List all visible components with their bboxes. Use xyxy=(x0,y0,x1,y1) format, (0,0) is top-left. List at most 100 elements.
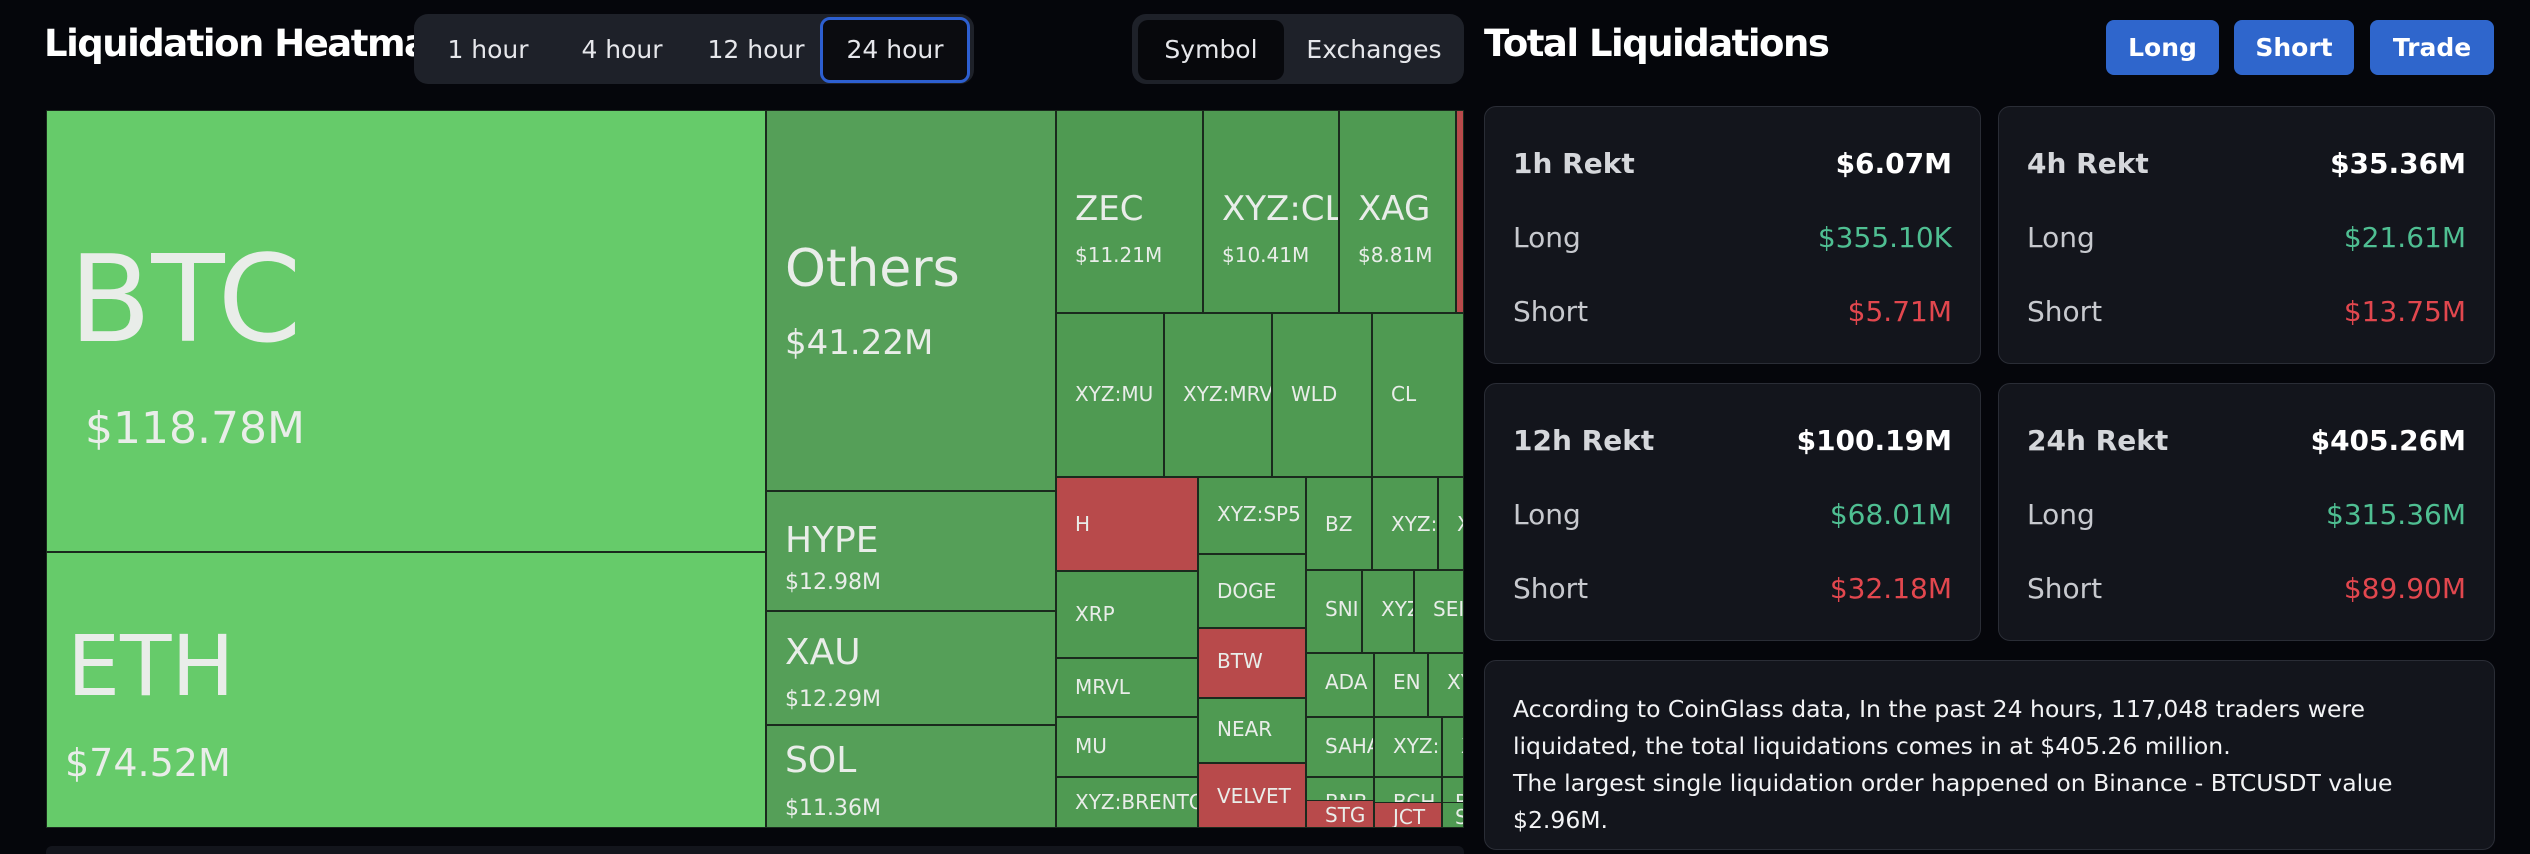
treemap-tile[interactable]: HYPE $12.98M xyxy=(766,491,1056,611)
liquidation-summary: According to CoinGlass data, In the past… xyxy=(1484,660,2495,850)
treemap-tile[interactable]: SEI xyxy=(1414,570,1464,653)
short-label: Short xyxy=(2027,572,2103,605)
tile-value: $41.22M xyxy=(785,323,934,363)
treemap-tile[interactable]: EN xyxy=(1374,653,1428,717)
treemap-tile[interactable]: XYZ: xyxy=(1374,717,1442,777)
tile-symbol: X xyxy=(1461,734,1463,758)
treemap-tile[interactable]: SOL $11.36M xyxy=(766,725,1056,828)
tile-symbol: STG xyxy=(1325,803,1366,827)
tile-symbol: MRVL xyxy=(1075,675,1130,699)
treemap-tile[interactable]: ZEC $11.21M xyxy=(1056,110,1203,313)
panel-edge xyxy=(46,846,1464,854)
rekt-card-24h: 24h Rekt $405.26M Long $315.36M Short $89.9… xyxy=(1998,383,2495,641)
treemap-tile[interactable]: WLD xyxy=(1272,313,1372,477)
rekt-card-1h: 1h Rekt $6.07M Long $355.10K Short $5.71M xyxy=(1484,106,1981,364)
treemap-tile[interactable]: ADA xyxy=(1306,653,1374,717)
tile-symbol: SAHA xyxy=(1325,734,1373,758)
card-title: 1h Rekt xyxy=(1513,147,1635,180)
short-value: $89.90M xyxy=(2343,572,2466,605)
treemap-tile[interactable]: XYZ:SP5 xyxy=(1198,477,1306,554)
treemap-tile[interactable]: XRP xyxy=(1056,571,1198,658)
tile-symbol: ZEC xyxy=(1075,189,1144,229)
treemap-tile[interactable]: BZ xyxy=(1306,477,1372,570)
treemap-tile[interactable]: DOGE xyxy=(1198,554,1306,628)
card-total: $100.19M xyxy=(1796,424,1952,457)
short-value: $5.71M xyxy=(1847,295,1952,328)
tab-24-hour[interactable]: 24 hour xyxy=(820,17,970,83)
short-label: Short xyxy=(1513,572,1589,605)
short-label: Short xyxy=(1513,295,1589,328)
tab-symbol[interactable]: Symbol xyxy=(1138,20,1284,80)
short-button[interactable]: Short xyxy=(2234,20,2354,75)
treemap-tile[interactable]: BTC $118.78M xyxy=(46,110,766,552)
tile-symbol: XY xyxy=(1447,670,1463,694)
treemap-tile[interactable]: XYZ: xyxy=(1372,477,1438,570)
tab-1-hour[interactable]: 1 hour xyxy=(447,35,529,64)
card-title: 12h Rekt xyxy=(1513,424,1655,457)
tile-symbol: SOL xyxy=(785,740,857,781)
tile-symbol: WLD xyxy=(1291,382,1338,406)
long-label: Long xyxy=(1513,498,1581,531)
treemap-tile[interactable]: MU xyxy=(1056,717,1198,777)
tile-symbol: NEAR xyxy=(1217,717,1273,741)
treemap-tile[interactable]: XYZ:BRENTO xyxy=(1056,777,1198,828)
tile-value: $74.52M xyxy=(65,741,231,785)
tab-4-hour[interactable]: 4 hour xyxy=(581,35,663,64)
tile-symbol: BZ xyxy=(1325,512,1353,536)
tile-value: $11.21M xyxy=(1075,243,1163,267)
treemap-tile[interactable]: Others $41.22M xyxy=(766,110,1056,491)
treemap-tile[interactable]: STG xyxy=(1306,800,1374,828)
tile-symbol: BTC xyxy=(69,231,302,370)
tile-symbol: SEI xyxy=(1433,597,1464,621)
treemap-tile[interactable]: XYZ:MRV xyxy=(1164,313,1272,477)
tab-12-hour[interactable]: 12 hour xyxy=(707,35,805,64)
treemap-tile[interactable]: MRVL xyxy=(1056,658,1198,717)
treemap-tile[interactable]: JCT xyxy=(1374,802,1442,828)
tile-symbol: XYZ: xyxy=(1391,512,1438,536)
trade-button[interactable]: Trade xyxy=(2370,20,2494,75)
treemap-tile[interactable]: ETH $74.52M xyxy=(46,552,766,828)
treemap-tile[interactable]: S xyxy=(1442,802,1464,828)
time-range-tabs: 1 hour 4 hour 12 hour 24 hour xyxy=(414,14,974,84)
long-button[interactable]: Long xyxy=(2106,20,2219,75)
long-label: Long xyxy=(2027,498,2095,531)
treemap-tile[interactable]: BTW xyxy=(1198,628,1306,698)
long-value: $68.01M xyxy=(1829,498,1952,531)
tile-symbol: JCT xyxy=(1393,805,1426,828)
treemap-tile[interactable] xyxy=(1456,110,1464,313)
treemap-tile[interactable]: NEAR xyxy=(1198,698,1306,763)
treemap-tile[interactable]: XY xyxy=(1428,653,1464,717)
long-value: $355.10K xyxy=(1817,221,1952,254)
tile-symbol: S xyxy=(1455,805,1463,827)
tile-symbol: DOGE xyxy=(1217,579,1277,603)
tile-symbol: XYZ:MU xyxy=(1075,382,1154,406)
treemap-tile[interactable]: XAG $8.81M xyxy=(1339,110,1456,313)
tab-exchanges[interactable]: Exchanges xyxy=(1306,35,1442,64)
treemap-tile[interactable]: VELVET xyxy=(1198,763,1306,828)
treemap-tile[interactable]: XAU $12.29M xyxy=(766,611,1056,725)
treemap-tile[interactable]: XYZ:MU xyxy=(1056,313,1164,477)
treemap-tile[interactable]: SAHA xyxy=(1306,717,1374,777)
tile-symbol: XYZ xyxy=(1381,597,1413,621)
short-value: $32.18M xyxy=(1829,572,1952,605)
treemap-tile[interactable]: X xyxy=(1438,477,1464,570)
rekt-card-4h: 4h Rekt $35.36M Long $21.61M Short $13.75M xyxy=(1998,106,2495,364)
treemap-tile[interactable]: XYZ xyxy=(1362,570,1414,653)
tile-value: $11.36M xyxy=(785,796,881,821)
long-value: $21.61M xyxy=(2343,221,2466,254)
treemap-tile[interactable]: H xyxy=(1056,477,1198,571)
tile-symbol: CL xyxy=(1391,382,1417,406)
tile-symbol: H xyxy=(1075,512,1091,536)
treemap-tile[interactable]: X xyxy=(1442,717,1464,777)
tile-symbol: SNI xyxy=(1325,597,1359,621)
tile-symbol: XYZ:BRENTO xyxy=(1075,790,1198,814)
treemap-tile[interactable]: SNI xyxy=(1306,570,1362,653)
tile-value: $12.29M xyxy=(785,687,881,712)
short-label: Short xyxy=(2027,295,2103,328)
total-liquidations-title: Total Liquidations xyxy=(1484,22,1830,65)
card-total: $35.36M xyxy=(2330,147,2466,180)
tile-symbol: XAU xyxy=(785,632,861,673)
card-total: $6.07M xyxy=(1835,147,1952,180)
treemap-tile[interactable]: XYZ:CL $10.41M xyxy=(1203,110,1339,313)
treemap-tile[interactable]: CL xyxy=(1372,313,1464,477)
